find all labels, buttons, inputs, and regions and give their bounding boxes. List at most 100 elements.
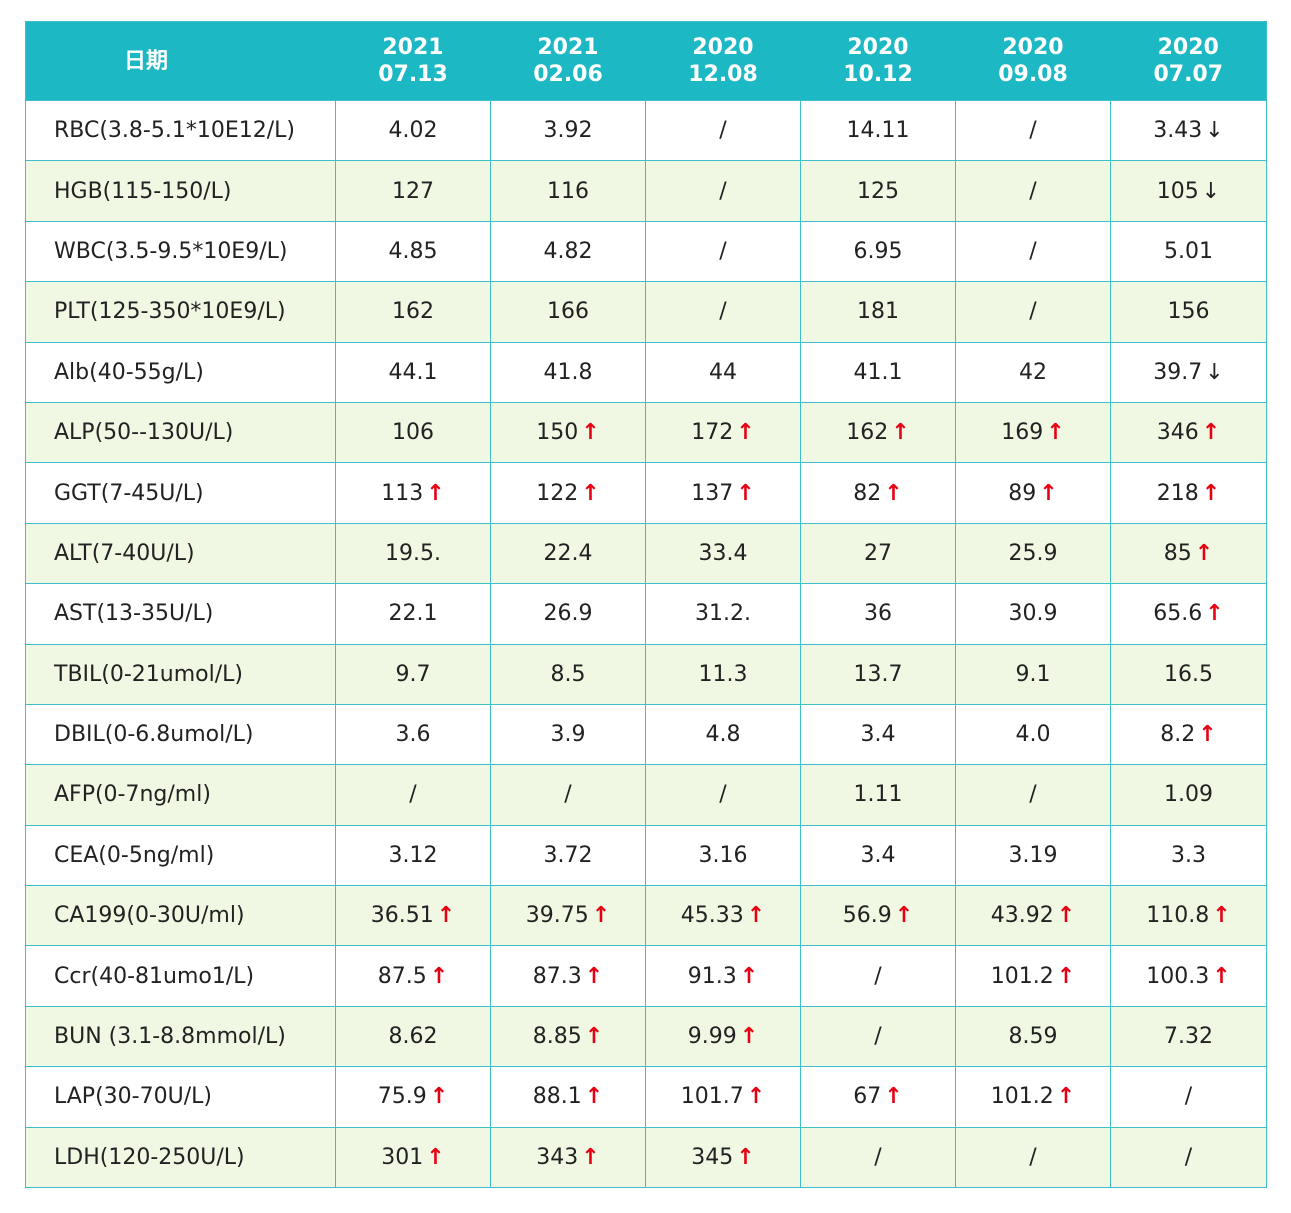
header-date-col: 2021 02.06 — [491, 22, 646, 101]
cell-value: 16.5 — [1164, 661, 1213, 687]
header-year: 2020 — [847, 35, 909, 60]
table-row: RBC(3.8-5.1*10E12/L) 4.02 3.92 / 14.11 / 3.43 ↓ — [25, 99, 1267, 162]
value-cell: 101.2 ↑ — [955, 1066, 1111, 1128]
table-body: RBC(3.8-5.1*10E12/L) 4.02 3.92/14.11/3.43 ↓… — [25, 99, 1267, 1189]
arrow-up-icon: ↑ — [736, 480, 755, 506]
arrow-up-icon: ↑ — [429, 963, 449, 989]
cell-value: 14.11 — [846, 118, 910, 144]
arrow-up-icon: ↑ — [736, 420, 755, 446]
value-cell: 116 — [490, 160, 646, 222]
cell-value: 4.82 — [543, 238, 593, 264]
header-year: 2021 — [537, 35, 599, 60]
header-year: 2020 — [1157, 35, 1219, 60]
value-cell: 56.9 ↑ — [800, 885, 956, 947]
row-label: Alb(40-55g/L) — [25, 341, 336, 403]
cell-value: 41.8 — [543, 359, 593, 385]
cell-value: 166 — [547, 299, 589, 325]
header-month-day: 07.07 — [1153, 62, 1224, 87]
value-cell: 7.32 — [1110, 1005, 1267, 1068]
arrow-up-icon: ↑ — [1201, 420, 1221, 446]
value-cell: 45.33 ↑ — [645, 885, 801, 947]
cell-value: 4.02 — [388, 118, 438, 144]
value-cell: 41.8 — [490, 341, 646, 403]
value-cell: / — [1110, 1066, 1267, 1128]
value-cell: 8.2 ↑ — [1110, 703, 1267, 766]
cell-value: 9.99 — [687, 1024, 737, 1050]
cell-value: 88.1 — [532, 1084, 582, 1110]
header-row: 日期 2021 07.13 2021 02.06 2020 12.08 2020 10.… — [25, 21, 1267, 101]
row-label: TBIL(0-21umol/L) — [25, 643, 336, 705]
value-cell: / — [955, 220, 1111, 283]
header-date-col: 2021 07.13 — [336, 22, 491, 101]
cell-value: 3.12 — [388, 842, 438, 868]
cell-value: 8.5 — [550, 661, 586, 687]
table-row: DBIL(0-6.8umol/L) 3.6 3.9 4.8 3.4 4.0 8.2 ↑ — [25, 703, 1267, 766]
cell-value: 3.4 — [860, 722, 896, 748]
cell-value: 89 — [1008, 480, 1037, 506]
arrow-up-icon: ↑ — [739, 963, 759, 989]
table-row: HGB(115-150/L) 127 116 / 125 / 105 ↓ — [25, 160, 1267, 222]
cell-value: 8.59 — [1008, 1024, 1058, 1050]
cell-value: 3.43 — [1153, 118, 1203, 144]
value-cell: 43.92 ↑ — [955, 885, 1111, 947]
cell-value: / — [564, 782, 572, 808]
value-cell: 3.72 — [490, 824, 646, 887]
cell-value: 87.5 — [377, 963, 427, 989]
value-cell: 4.0 — [955, 703, 1111, 766]
value-cell: 162 — [335, 281, 491, 343]
header-month-day: 09.08 — [998, 62, 1068, 87]
row-label: LDH(120-250U/L) — [25, 1126, 336, 1189]
value-cell: 13.7 — [800, 643, 956, 705]
value-cell: / — [800, 1126, 956, 1189]
value-cell: 39.75 ↑ — [490, 885, 646, 947]
value-cell: 150 ↑ — [490, 401, 646, 464]
value-cell: 3.3 — [1110, 824, 1267, 887]
cell-value: 106 — [392, 420, 434, 446]
arrow-up-icon: ↑ — [426, 480, 445, 506]
value-cell: 3.12 — [335, 824, 491, 887]
header-date-col: 2020 10.12 — [801, 22, 956, 101]
cell-value: 67 — [853, 1084, 882, 1110]
value-cell: 162 ↑ — [800, 401, 956, 464]
cell-value: 91.3 — [687, 963, 737, 989]
arrow-up-icon: ↑ — [746, 903, 766, 929]
value-cell: 87.5 ↑ — [335, 945, 491, 1007]
table-header: 日期 2021 07.13 2021 02.06 2020 12.08 2020 10.… — [25, 21, 1267, 101]
arrow-up-icon: ↑ — [584, 1084, 604, 1110]
header-date-label: 日期 — [124, 48, 169, 74]
cell-value: / — [719, 238, 727, 264]
row-label: AFP(0-7ng/ml) — [25, 764, 336, 826]
cell-value: 9.7 — [395, 661, 431, 687]
value-cell: 8.62 — [335, 1005, 491, 1068]
value-cell: 44.1 — [335, 341, 491, 403]
cell-value: 19.5. — [385, 540, 441, 566]
header-month-day: 12.08 — [688, 62, 758, 87]
arrow-up-icon: ↑ — [746, 1084, 766, 1110]
cell-value: 3.6 — [395, 722, 431, 748]
cell-value: 3.3 — [1171, 842, 1206, 868]
arrow-down-icon: ↓ — [1205, 359, 1224, 385]
cell-value: 22.4 — [543, 540, 593, 566]
table-row: TBIL(0-21umol/L) 9.7 8.5 11.3 13.7 9.1 16.5 — [25, 643, 1267, 705]
value-cell: 5.01 — [1110, 220, 1267, 283]
cell-value: 4.85 — [388, 238, 438, 264]
cell-value: 101.7 — [680, 1084, 744, 1110]
cell-value: 8.2 — [1160, 722, 1196, 748]
cell-value: 65.6 — [1153, 601, 1203, 627]
value-cell: 89 ↑ — [955, 462, 1111, 524]
arrow-up-icon: ↑ — [1212, 963, 1231, 989]
cell-value: 8.62 — [388, 1024, 438, 1050]
header-year: 2020 — [1002, 35, 1064, 60]
value-cell: 8.59 — [955, 1005, 1111, 1068]
cell-value: 22.1 — [388, 601, 438, 627]
cell-value: 346 — [1156, 420, 1199, 446]
cell-value: / — [874, 1024, 882, 1050]
arrow-up-icon: ↑ — [739, 1024, 759, 1050]
table-row: CA199(0-30U/ml) 36.51 ↑ 39.75 ↑ 45.33 ↑ 56.9 ↑ 43… — [25, 885, 1267, 947]
value-cell: 100.3 ↑ — [1110, 945, 1267, 1007]
value-cell: / — [645, 160, 801, 222]
value-cell: 3.9 — [490, 703, 646, 766]
table-row: PLT(125-350*10E9/L) 162 166 / 181 / 156 — [25, 281, 1267, 343]
cell-value: 105 — [1156, 178, 1199, 204]
header-year: 2021 — [382, 35, 444, 60]
